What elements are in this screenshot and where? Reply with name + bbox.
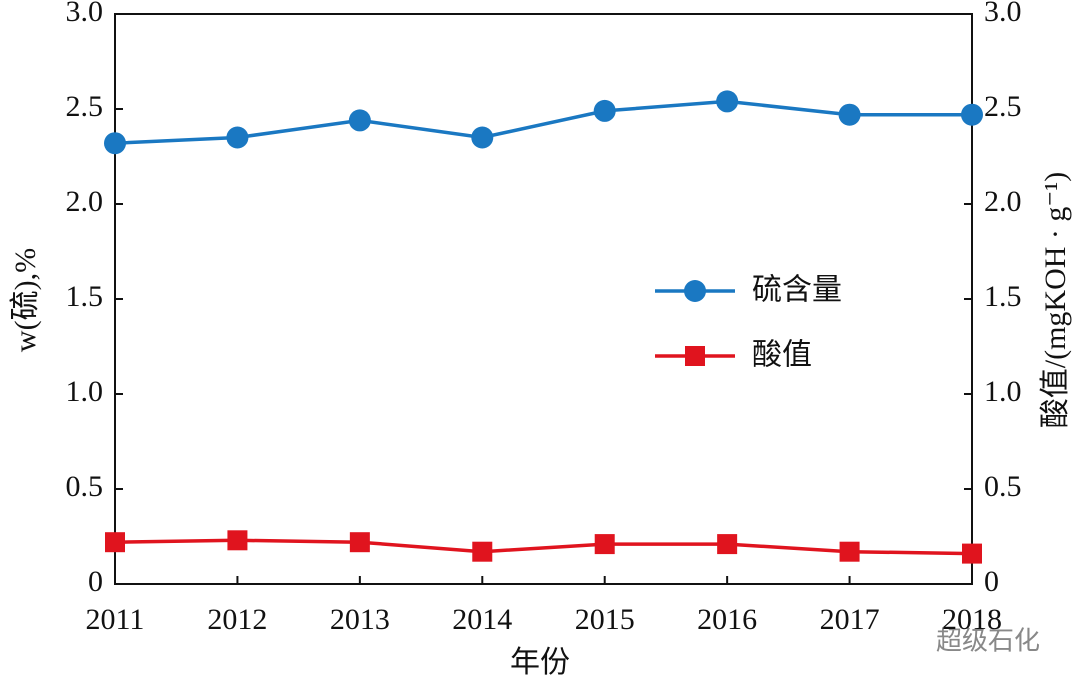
y-axis-title: w(硫),% xyxy=(9,248,42,352)
line xyxy=(114,538,973,556)
y-tick-label: 3.0 xyxy=(66,0,104,28)
point xyxy=(348,109,371,132)
y-tick-label: 2.0 xyxy=(984,185,1022,218)
y-tick-label: 1.5 xyxy=(984,280,1022,313)
point xyxy=(349,532,370,553)
y-tick-label: 1.0 xyxy=(984,375,1022,408)
point xyxy=(105,532,125,553)
y-tick-label: 2.5 xyxy=(66,90,104,123)
x-tick-label: 2012 xyxy=(207,603,267,636)
x-tick-label: 2016 xyxy=(697,603,757,636)
y-tick-label: 0.5 xyxy=(66,470,104,503)
x-tick-label: 2015 xyxy=(575,603,635,636)
x-tick-label: 2013 xyxy=(330,603,390,636)
line xyxy=(114,99,972,145)
legend-marker xyxy=(685,346,705,366)
point xyxy=(716,90,739,113)
legend-label: 酸值 xyxy=(752,338,812,373)
y-tick-label: 0 xyxy=(984,565,999,598)
plot-frame xyxy=(114,13,973,585)
x-tick-label: 2014 xyxy=(452,603,512,636)
y-tick-label: 1.5 xyxy=(66,280,104,313)
y-tick-label: 0.5 xyxy=(984,470,1022,503)
x-tick-label: 2018 xyxy=(942,603,1002,636)
legend-label: 硫含量 xyxy=(752,273,842,308)
point xyxy=(838,103,861,126)
point xyxy=(104,132,126,155)
point xyxy=(593,99,616,122)
y-tick-label: 3.0 xyxy=(984,0,1022,28)
x-axis-title: 年份 xyxy=(510,646,570,679)
x-tick-label: 2011 xyxy=(86,603,145,636)
point xyxy=(472,541,493,562)
legend-marker xyxy=(684,280,706,302)
x-tick-label: 2017 xyxy=(820,603,880,636)
y-tick-label: 0 xyxy=(88,565,103,598)
y-tick-label: 2.0 xyxy=(66,185,104,218)
point xyxy=(717,534,738,555)
watermark: 超级石化 xyxy=(936,627,1040,657)
y-tick-label: 2.5 xyxy=(984,90,1022,123)
point xyxy=(961,103,983,126)
point xyxy=(227,530,248,551)
point xyxy=(594,534,615,555)
point xyxy=(839,541,860,562)
y2-axis-title: 酸值/(mgKOH · g⁻¹) xyxy=(1039,172,1072,428)
point xyxy=(471,126,494,149)
point xyxy=(226,126,249,149)
y-tick-label: 1.0 xyxy=(66,375,104,408)
point xyxy=(962,543,982,564)
